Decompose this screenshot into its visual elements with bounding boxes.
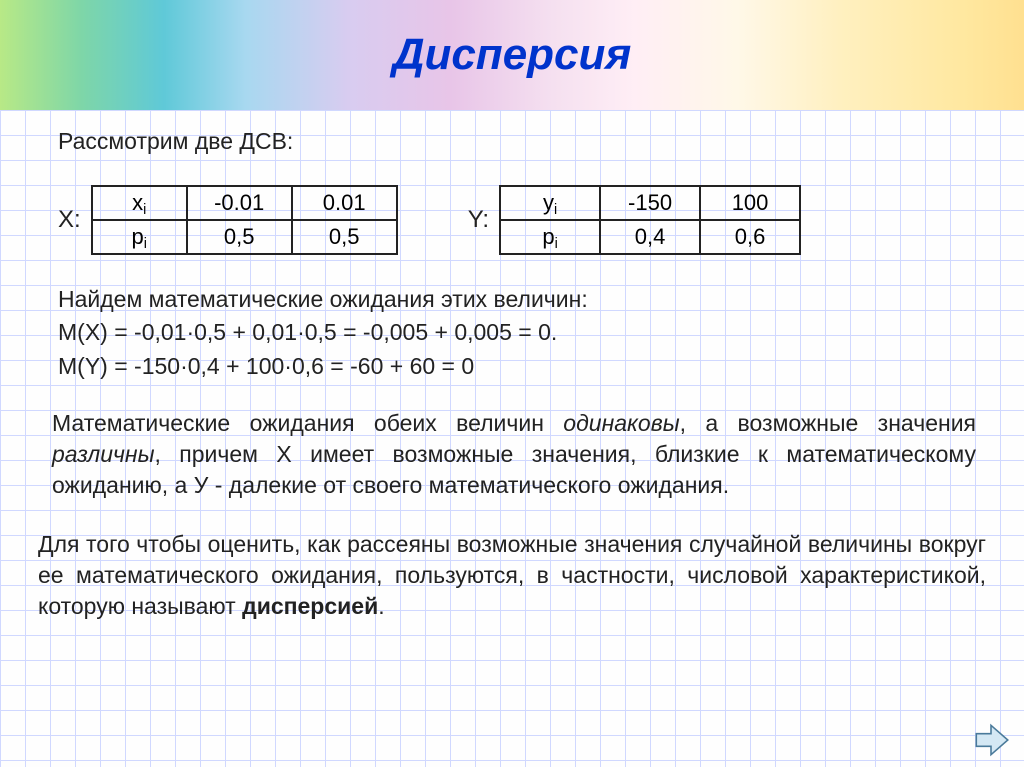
table-row: yi -150 100 <box>500 186 800 220</box>
table-y-label: Y: <box>468 206 489 234</box>
paragraph-2: Для того чтобы оценить, как рассеяны воз… <box>38 529 986 622</box>
header-banner: Дисперсия <box>0 0 1024 110</box>
y-prob-0: 0,4 <box>600 220 700 254</box>
calculation-block: Найдем математические ожидания этих вели… <box>58 283 986 383</box>
y-prob-1: 0,6 <box>700 220 800 254</box>
y-val-0: -150 <box>600 186 700 220</box>
arrow-right-icon <box>970 719 1012 761</box>
page-title: Дисперсия <box>393 30 632 80</box>
y-val-1: 100 <box>700 186 800 220</box>
table-row: xi -0.01 0.01 <box>92 186 397 220</box>
intro-text: Рассмотрим две ДСВ: <box>58 128 986 155</box>
calc-intro: Найдем математические ожидания этих вели… <box>58 283 986 316</box>
paragraph-1: Математические ожидания обеих величин од… <box>38 408 986 501</box>
calc-mx: M(X) = -0,01·0,5 + 0,01·0,5 = -0,005 + 0… <box>58 316 986 349</box>
table-x-label: X: <box>58 206 81 234</box>
table-x: xi -0.01 0.01 pi 0,5 0,5 <box>91 185 398 255</box>
tables-row: X: xi -0.01 0.01 pi 0,5 0,5 Y: yi -15 <box>58 185 986 255</box>
x-prob-1: 0,5 <box>292 220 397 254</box>
x-val-0: -0.01 <box>187 186 292 220</box>
content-area: Рассмотрим две ДСВ: X: xi -0.01 0.01 pi … <box>0 110 1024 622</box>
table-y-block: Y: yi -150 100 pi 0,4 0,6 <box>468 185 801 255</box>
x-p-header-cell: pi <box>92 220 187 254</box>
x-val-1: 0.01 <box>292 186 397 220</box>
calc-my: M(Y) = -150·0,4 + 100·0,6 = -60 + 60 = 0 <box>58 350 986 383</box>
y-header-cell: yi <box>500 186 600 220</box>
next-arrow-button[interactable] <box>970 719 1012 761</box>
table-y: yi -150 100 pi 0,4 0,6 <box>499 185 801 255</box>
table-row: pi 0,4 0,6 <box>500 220 800 254</box>
x-header-cell: xi <box>92 186 187 220</box>
table-row: pi 0,5 0,5 <box>92 220 397 254</box>
y-p-header-cell: pi <box>500 220 600 254</box>
x-prob-0: 0,5 <box>187 220 292 254</box>
table-x-block: X: xi -0.01 0.01 pi 0,5 0,5 <box>58 185 398 255</box>
